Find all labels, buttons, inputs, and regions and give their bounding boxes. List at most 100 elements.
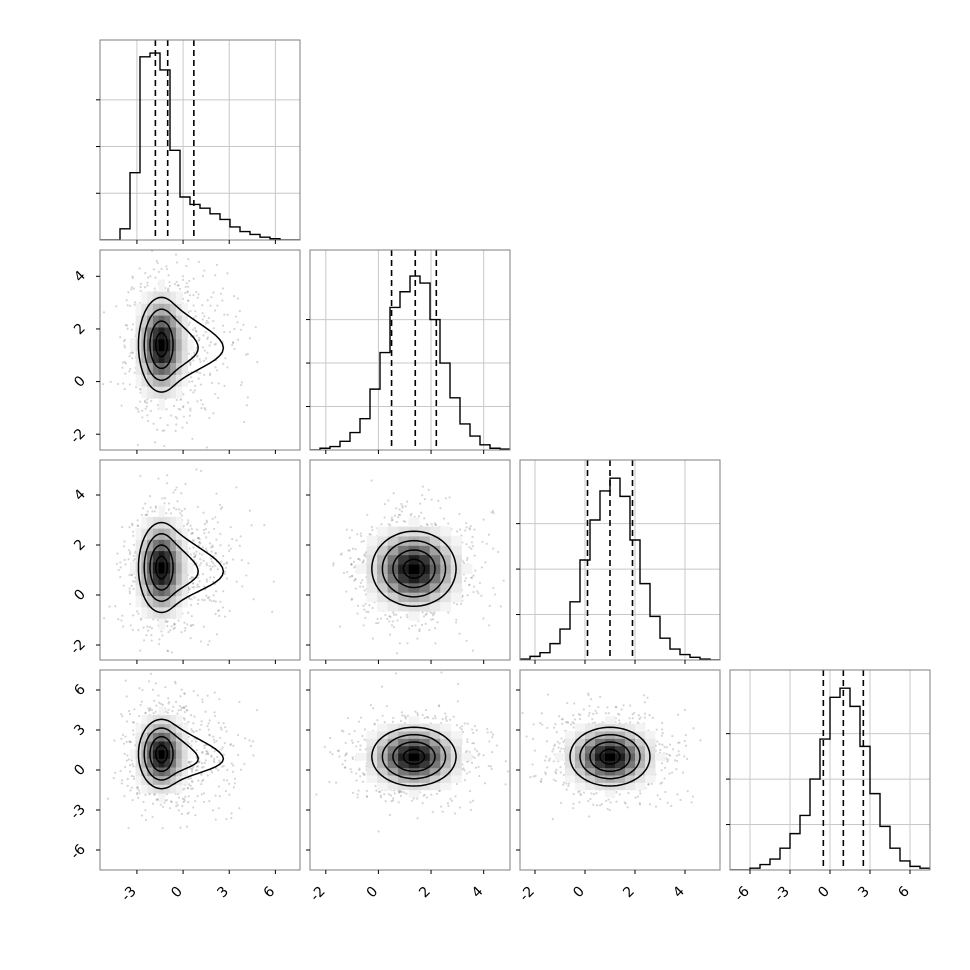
scatter-point bbox=[345, 752, 348, 755]
scatter-point bbox=[206, 299, 209, 302]
scatter-point bbox=[133, 301, 137, 304]
density-cell bbox=[398, 592, 410, 603]
scatter-point bbox=[215, 767, 218, 770]
scatter-point bbox=[187, 811, 190, 814]
scatter-point bbox=[350, 562, 353, 566]
scatter-point bbox=[180, 492, 183, 495]
panel-frame bbox=[519, 459, 721, 661]
scatter-point bbox=[161, 805, 165, 808]
scatter-point bbox=[161, 497, 164, 500]
scatter-point bbox=[398, 508, 401, 511]
density-cell bbox=[129, 561, 137, 574]
scatter-point bbox=[131, 628, 134, 631]
scatter-point bbox=[119, 336, 122, 339]
scatter-point bbox=[183, 621, 186, 624]
scatter-point bbox=[196, 769, 199, 772]
scatter-point bbox=[191, 586, 194, 589]
density-cell bbox=[164, 315, 171, 328]
scatter-point bbox=[226, 561, 229, 564]
scatter-point bbox=[436, 621, 439, 624]
scatter-point bbox=[189, 714, 193, 717]
scatter-point bbox=[238, 544, 241, 547]
scatter-point bbox=[370, 479, 373, 482]
scatter-point bbox=[414, 624, 417, 627]
scatter-point bbox=[482, 617, 485, 620]
scatter-point bbox=[200, 773, 203, 776]
density-cell bbox=[170, 573, 177, 585]
scatter-point bbox=[212, 562, 215, 565]
scatter-point bbox=[462, 767, 465, 770]
scatter-point bbox=[183, 692, 187, 695]
scatter-point bbox=[492, 512, 495, 515]
scatter-point bbox=[401, 506, 404, 509]
panel-content bbox=[106, 672, 259, 830]
density-cell bbox=[398, 582, 410, 593]
scatter-point bbox=[420, 623, 424, 626]
scatter-point bbox=[119, 769, 122, 773]
scatter-point bbox=[181, 297, 185, 301]
scatter-point bbox=[216, 369, 219, 372]
scatter-point bbox=[210, 599, 213, 603]
scatter-point bbox=[455, 618, 458, 621]
scatter-point bbox=[170, 800, 173, 804]
scatter-point bbox=[359, 775, 362, 778]
scatter-point bbox=[185, 421, 189, 424]
scatter-point bbox=[167, 630, 170, 634]
scatter-point bbox=[466, 740, 469, 744]
scatter-point bbox=[485, 542, 488, 545]
scatter-point bbox=[195, 550, 198, 553]
scatter-point bbox=[380, 523, 383, 526]
scatter-point bbox=[468, 750, 471, 754]
scatter-point bbox=[191, 380, 194, 383]
density-cell bbox=[164, 362, 171, 375]
scatter-point bbox=[364, 551, 367, 554]
scatter-point bbox=[202, 800, 206, 804]
scatter-point bbox=[254, 326, 257, 329]
scatter-point bbox=[123, 344, 126, 347]
scatter-point bbox=[123, 795, 126, 798]
scatter-point bbox=[209, 568, 212, 571]
scatter-point bbox=[166, 711, 169, 714]
scatter-point bbox=[194, 740, 197, 743]
scatter-point bbox=[137, 715, 141, 718]
density-cell bbox=[377, 738, 389, 747]
scatter-point bbox=[198, 541, 201, 544]
scatter-point bbox=[177, 407, 180, 411]
scatter-point bbox=[124, 346, 127, 349]
scatter-point bbox=[466, 760, 469, 763]
scatter-point bbox=[492, 586, 495, 590]
scatter-point bbox=[255, 709, 259, 712]
scatter-point bbox=[166, 620, 169, 623]
density-cell bbox=[135, 595, 142, 608]
scatter-point bbox=[141, 409, 144, 412]
scatter-point bbox=[245, 404, 248, 407]
scatter-point bbox=[182, 524, 185, 527]
density-cell bbox=[141, 291, 148, 304]
scatter-point bbox=[184, 705, 188, 708]
scatter-point bbox=[165, 408, 168, 411]
scatter-point bbox=[187, 299, 190, 303]
scatter-point bbox=[102, 383, 105, 386]
scatter-point bbox=[240, 559, 243, 562]
scatter-point bbox=[191, 787, 194, 790]
scatter-point bbox=[212, 319, 215, 323]
scatter-point bbox=[490, 767, 493, 771]
scatter-point bbox=[350, 563, 353, 566]
scatter-point bbox=[433, 612, 436, 615]
scatter-point bbox=[172, 506, 176, 509]
scatter-point bbox=[190, 728, 193, 731]
density-cell bbox=[181, 374, 188, 387]
scatter-point bbox=[205, 521, 208, 524]
scatter-point bbox=[138, 267, 141, 270]
scatter-point bbox=[186, 290, 189, 293]
scatter-point bbox=[156, 619, 160, 622]
density-cell bbox=[377, 535, 389, 546]
scatter-point bbox=[187, 800, 190, 804]
scatter-point bbox=[473, 748, 477, 751]
scatter-point bbox=[412, 797, 415, 800]
density-cell bbox=[181, 573, 188, 585]
scatter-point bbox=[418, 629, 421, 633]
scatter-point bbox=[462, 560, 465, 563]
density-cell bbox=[175, 516, 183, 529]
scatter-point bbox=[222, 764, 225, 768]
